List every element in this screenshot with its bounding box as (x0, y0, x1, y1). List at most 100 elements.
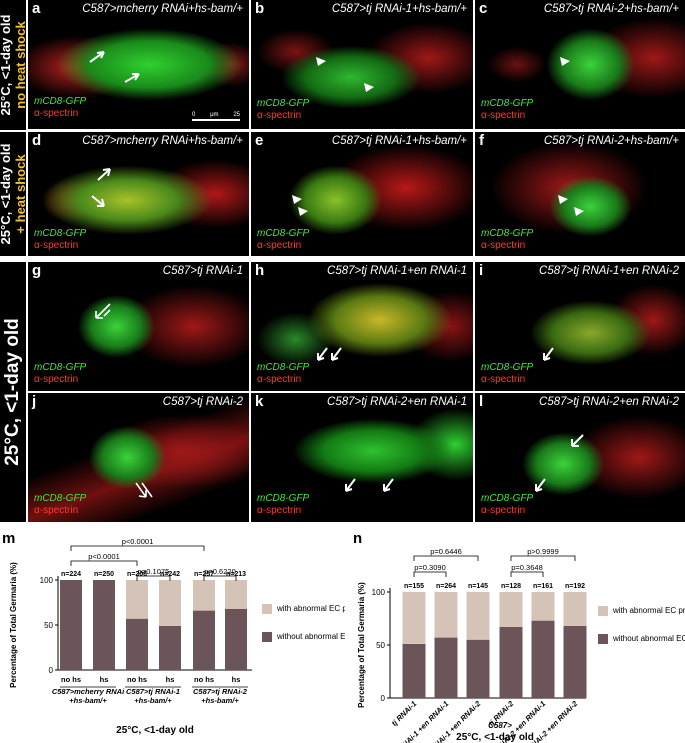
panel-l-spectrin-label: α-spectrin (481, 505, 526, 516)
y-tick-label: 100 (372, 588, 386, 597)
panel-b-gfp-label: mCD8-GFP (257, 98, 310, 109)
panel-a-spectrin-label: α-spectrin (34, 108, 79, 119)
x-category-label: no hs (194, 675, 214, 684)
panel-l: l C587>tj RNAi-2+en RNAi-2 mCD8-GFP α-sp… (475, 393, 685, 522)
row1-side-label: 25°C, <1-day old no heat shock (0, 0, 28, 130)
arrow-icon (571, 434, 584, 447)
panel-n-letter: n (353, 530, 363, 547)
bar-with-protrusions (225, 580, 247, 609)
panel-i: i C587>tj RNAi-1+en RNAi-2 mCD8-GFP α-sp… (475, 262, 685, 391)
double-arrow-icon (135, 482, 153, 498)
group-label: C587>mcherry RNAi +hs-bam/+ (52, 687, 125, 705)
arrowhead-icon (298, 207, 308, 216)
legend-label-with: with abnormal EC protrusions (612, 606, 685, 615)
panel-h-letter: h (255, 262, 265, 279)
scale-unit: μm (210, 112, 219, 118)
row1-temp: 25°C, <1-day old (0, 14, 13, 116)
bar-without-protrusions (434, 637, 458, 698)
x-category-label: hs (232, 675, 241, 684)
panel-g-gfp-label: mCD8-GFP (34, 362, 87, 373)
bar-with-protrusions (531, 592, 555, 621)
group-label: C587>tj RNAi-2 +hs-bam/+ (193, 687, 248, 705)
significance-bracket (70, 560, 138, 566)
panel-b-spectrin-label: α-spectrin (257, 110, 302, 121)
bar-without-protrusions (466, 639, 490, 698)
panel-a-gfp-label: mCD8-GFP (34, 96, 87, 107)
bar-with-protrusions (563, 592, 587, 626)
significance-bracket (136, 575, 171, 581)
p-value-label: p<0.0001 (122, 537, 154, 546)
n-label: n=257 (194, 571, 214, 578)
n-label: n=213 (226, 571, 246, 578)
y-axis-label: Percentage of Total Germaria (%) (357, 582, 366, 708)
x-category-label: no hs (61, 675, 81, 684)
panel-g-title: C587>tj RNAi-1 (162, 265, 243, 277)
n-label: n=242 (160, 571, 180, 578)
legend-swatch-with (598, 606, 608, 616)
panel-d-letter: d (32, 132, 42, 149)
panel-h-title: C587>tj RNAi-1+en RNAi-1 (327, 265, 467, 277)
panel-b: b C587>tj RNAi-1+hs-bam/+ mCD8-GFP α-spe… (251, 0, 473, 129)
x-axis-label: 25°C, <1-day old (456, 732, 534, 743)
arrow-icon (317, 347, 328, 361)
panel-c-spectrin-label: α-spectrin (481, 110, 526, 121)
p-value-label: p=0.3648 (511, 563, 543, 572)
x-axis-label: 25°C, <1-day old (116, 725, 194, 736)
scale-bar: 0 μm 25 (192, 112, 240, 121)
row2-side-label: 25°C, <1-day old + heat shock (0, 132, 28, 256)
n-label: n=161 (533, 583, 553, 590)
bar-with-protrusions (402, 592, 426, 644)
panel-k-title: C587>tj RNAi-2+en RNAi-1 (327, 396, 467, 408)
x-category-label: hs (100, 675, 109, 684)
arrow-icon (89, 51, 105, 63)
n-label: n=128 (501, 583, 521, 590)
y-tick-label: 0 (381, 694, 386, 703)
panel-g-spectrin-label: α-spectrin (34, 374, 79, 385)
bar-without-protrusions (563, 625, 587, 698)
panel-b-title: C587>tj RNAi-1+hs-bam/+ (331, 3, 467, 15)
arrow-icon (91, 195, 105, 207)
p-value-label: p<0.0001 (88, 552, 120, 561)
arrow-icon (97, 168, 111, 181)
panel-k-letter: k (255, 393, 264, 410)
bar-without-protrusions (225, 608, 247, 670)
arrow-icon (543, 347, 554, 361)
arrowhead-icon (316, 57, 326, 66)
n-label: n=145 (468, 583, 488, 590)
arrowhead-icon (558, 195, 568, 204)
panel-d-title: C587>mcherry RNAi+hs-bam/+ (82, 135, 243, 147)
x-category-label: no hs (127, 675, 147, 684)
panel-i-gfp-label: mCD8-GFP (481, 362, 534, 373)
panel-e-letter: e (255, 132, 264, 149)
panel-a-title: C587>mcherry RNAi+hs-bam/+ (82, 3, 243, 15)
panel-c-gfp-label: mCD8-GFP (481, 98, 534, 109)
panel-a-letter: a (32, 0, 41, 17)
panel-e-title: C587>tj RNAi-1+hs-bam/+ (331, 135, 467, 147)
panel-c: c C587>tj RNAi-2+hs-bam/+ mCD8-GFP α-spe… (475, 0, 685, 129)
row1-treatment: no heat shock (13, 21, 28, 109)
bar-without-protrusions (60, 580, 82, 670)
scale-max: 25 (233, 112, 240, 118)
bar-without-protrusions (159, 625, 181, 670)
bar-without-protrusions (402, 643, 426, 698)
y-tick-label: 50 (376, 641, 385, 650)
panel-j-letter: j (32, 393, 37, 410)
y-tick-label: 100 (40, 576, 54, 585)
panel-c-letter: c (479, 0, 488, 17)
bar-without-protrusions (93, 580, 115, 670)
n-label: n=192 (565, 583, 585, 590)
significance-bracket (413, 571, 447, 577)
bar-with-protrusions (126, 580, 148, 619)
panel-f-letter: f (479, 132, 484, 149)
panel-b-letter: b (255, 0, 265, 17)
panel-e-gfp-label: mCD8-GFP (257, 228, 310, 239)
panel-a: a C587>mcherry RNAi+hs-bam/+ mCD8-GFP α-… (28, 0, 249, 129)
significance-bracket (413, 555, 479, 561)
panel-e-spectrin-label: α-spectrin (257, 240, 302, 251)
legend-swatch-with (262, 604, 272, 614)
panel-l-letter: l (479, 393, 484, 410)
rows34-temp: 25°C, <1-day old (2, 318, 23, 466)
arrow-icon (383, 478, 394, 492)
panel-h-spectrin-label: α-spectrin (257, 374, 302, 385)
arrowhead-icon (364, 83, 374, 92)
